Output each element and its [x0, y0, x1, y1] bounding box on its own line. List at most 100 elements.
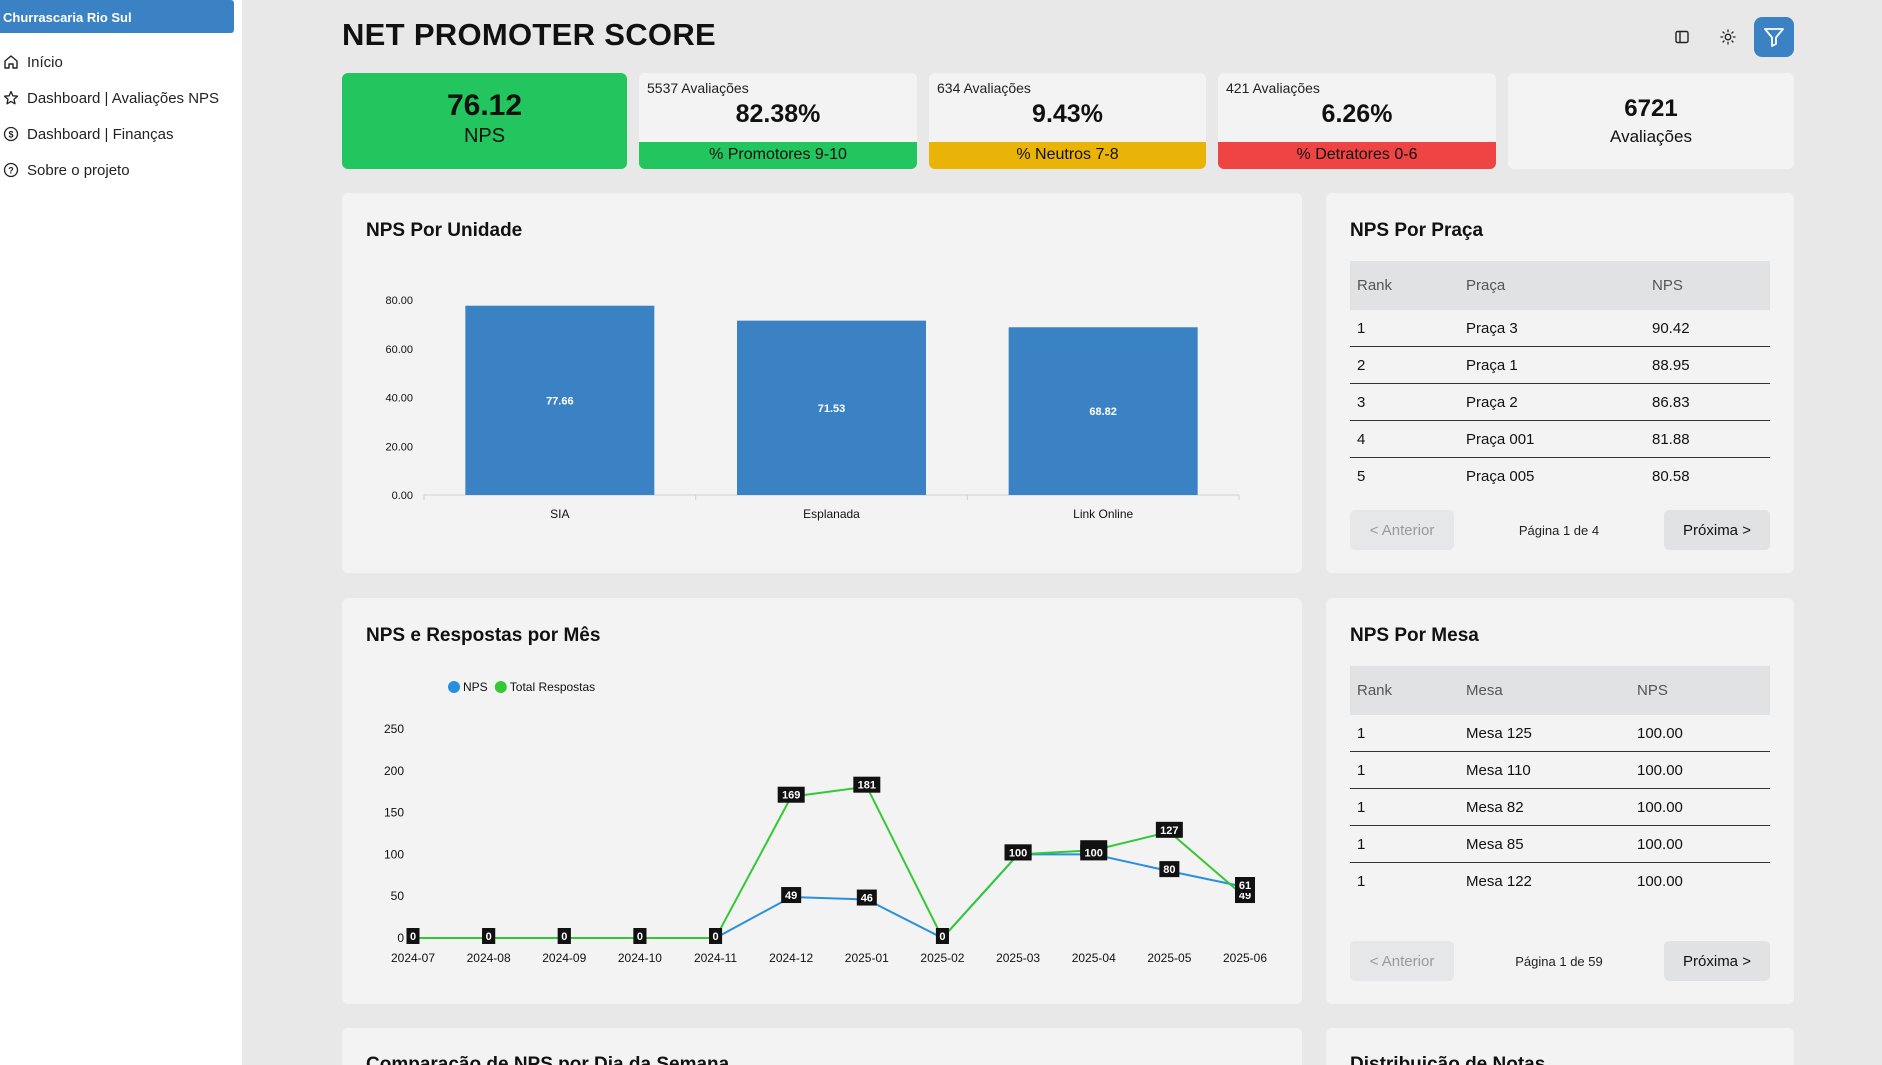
previous-page-button[interactable]: < Anterior	[1350, 510, 1454, 550]
line-chart: NPS Total Respostas 0 50 100 150 200 250 2024-07…	[384, 680, 1267, 965]
cell-rank: 1	[1357, 724, 1366, 742]
x-tick-label: 2025-05	[1147, 951, 1191, 965]
kpi-detractors-band: % Detratores 0-6	[1218, 142, 1496, 169]
cell-nps: 100.00	[1637, 761, 1683, 779]
legend-marker	[448, 681, 460, 693]
x-tick-label: 2024-10	[618, 951, 662, 965]
table-row: 1 Mesa 110 100.00	[1350, 752, 1770, 789]
sidebar-item-sobre[interactable]: ? Sobre o projeto	[0, 152, 240, 188]
sidebar: Churrascaria Rio Sul Início Dashboard | …	[0, 0, 242, 1065]
cell-nps: 81.88	[1652, 430, 1690, 448]
column-header-rank[interactable]: Rank	[1357, 277, 1393, 294]
app-brand[interactable]: Churrascaria Rio Sul	[0, 0, 234, 33]
cell-nps: 100.00	[1637, 798, 1683, 816]
data-label: 61	[1239, 880, 1251, 892]
data-label: 0	[561, 931, 567, 943]
page-indicator: Página 1 de 4	[1518, 522, 1600, 538]
cell-rank: 2	[1357, 356, 1366, 374]
y-tick-label: 0	[397, 931, 404, 945]
bar	[465, 305, 655, 495]
cell-nps: 90.42	[1652, 319, 1690, 337]
y-tick-label: 50	[391, 889, 405, 903]
data-label: 0	[637, 931, 643, 943]
table-header: Rank Mesa NPS	[1350, 666, 1770, 715]
panel-title: NPS Por Unidade	[366, 220, 523, 241]
cell-nps: 86.83	[1652, 393, 1690, 411]
page-title: NET PROMOTER SCORE	[342, 17, 716, 52]
table-row: 1 Praça 3 90.42	[1350, 310, 1770, 347]
kpi-promoters-pct: 82.38%	[735, 100, 821, 128]
data-label-box	[709, 928, 723, 944]
page-indicator: Página 1 de 59	[1515, 953, 1603, 969]
bar-value-label: 68.82	[1089, 406, 1117, 418]
column-header-nps[interactable]: NPS	[1637, 682, 1668, 699]
legend-label: NPS	[463, 680, 488, 694]
table-row: 2 Praça 1 88.95	[1350, 347, 1770, 384]
kpi-nps-card: 76.12 NPS	[342, 73, 627, 169]
data-label-box	[777, 786, 805, 803]
sun-icon[interactable]	[1715, 24, 1741, 50]
table-row: 1 Mesa 82 100.00	[1350, 789, 1770, 826]
panel-title: Comparação de NPS por Dia da Semana	[366, 1054, 730, 1065]
kpi-total-card: 6721 Avaliações	[1508, 73, 1794, 169]
x-tick-label: SIA	[550, 507, 569, 521]
cell-nps: 88.95	[1652, 356, 1690, 374]
kpi-nps-label: NPS	[463, 125, 506, 147]
data-label: 127	[1160, 825, 1178, 837]
cell-rank: 4	[1357, 430, 1366, 448]
sidebar-item-label: Dashboard | Finanças	[27, 125, 174, 143]
data-label: 80	[1163, 864, 1175, 876]
y-tick-label: 80.00	[385, 295, 413, 307]
column-header-mesa[interactable]: Mesa	[1466, 682, 1503, 699]
x-tick-label: 2025-01	[845, 951, 889, 965]
cell-nps: 80.58	[1652, 468, 1690, 485]
table-header: Rank Praça NPS	[1350, 261, 1770, 310]
x-tick-label: 2025-02	[920, 951, 964, 965]
y-tick-label: 40.00	[385, 393, 413, 405]
panel-nps-praca: NPS Por Praça Rank Praça NPS 1 Praça 3 9…	[1326, 193, 1794, 573]
y-tick-label: 150	[384, 806, 404, 820]
kpi-promoters-count: 5537 Avaliações	[647, 80, 749, 96]
cell-rank: 3	[1357, 393, 1366, 411]
panel-title: Distribuição de Notas	[1350, 1054, 1546, 1065]
cell-mesa: Mesa 85	[1466, 835, 1524, 853]
data-label: 0	[712, 931, 718, 943]
kpi-detractors-card: 421 Avaliações 6.26% % Detratores 0-6	[1218, 73, 1496, 169]
next-page-button[interactable]: Próxima >	[1664, 941, 1770, 981]
y-tick-label: 250	[384, 722, 404, 736]
cell-rank: 1	[1357, 873, 1366, 890]
y-tick-label: 200	[384, 764, 404, 778]
data-label-box	[1159, 861, 1180, 878]
y-tick-label: 60.00	[385, 344, 413, 356]
table-row: 1 Mesa 125 100.00	[1350, 715, 1770, 752]
sidebar-item-dashboard-nps[interactable]: Dashboard | Avaliações NPS	[0, 80, 240, 116]
column-header-praca[interactable]: Praça	[1466, 277, 1506, 294]
next-page-button[interactable]: Próxima >	[1664, 510, 1770, 550]
previous-page-button[interactable]: < Anterior	[1350, 941, 1454, 981]
sidebar-item-dashboard-financas[interactable]: $ Dashboard | Finanças	[0, 116, 240, 152]
data-label: 0	[410, 931, 416, 943]
column-header-nps[interactable]: NPS	[1652, 277, 1683, 294]
panel-title: NPS Por Mesa	[1350, 625, 1479, 646]
data-label: 0	[939, 931, 945, 943]
filter-button[interactable]	[1754, 17, 1794, 57]
column-header-rank[interactable]: Rank	[1357, 682, 1393, 699]
x-tick-label: 2024-08	[467, 951, 511, 965]
data-label-box	[633, 928, 647, 944]
data-label-box	[781, 887, 802, 904]
data-label-box	[1004, 844, 1032, 861]
cell-nps: 100.00	[1637, 835, 1683, 853]
mesa-pagination: < Anterior Página 1 de 59 Próxima >	[1350, 941, 1770, 981]
sidebar-item-inicio[interactable]: Início	[0, 44, 240, 80]
praca-pagination: < Anterior Página 1 de 4 Próxima >	[1350, 510, 1770, 550]
kpi-detractors-count: 421 Avaliações	[1226, 80, 1320, 96]
legend-label: Total Respostas	[510, 680, 595, 694]
bar-chart: 0.00 20.00 40.00 60.00 80.00 77.66 SIA 71.53 Esp…	[385, 295, 1240, 521]
series-line	[413, 853, 1246, 940]
x-tick-label: 2025-04	[1072, 951, 1116, 965]
kpi-promoters-band: % Promotores 9-10	[639, 142, 917, 169]
bar	[1008, 327, 1198, 495]
panel-nps-unidade: NPS Por Unidade 0.00 20.00 40.00 60.00 80.00…	[342, 193, 1302, 573]
sidebar-toggle-icon[interactable]	[1669, 24, 1695, 50]
data-label-box	[856, 889, 877, 906]
